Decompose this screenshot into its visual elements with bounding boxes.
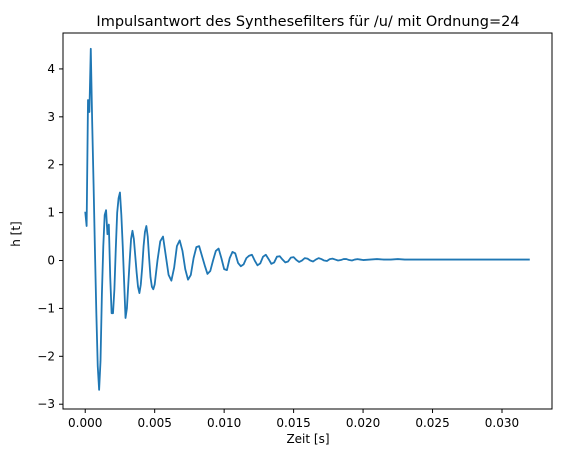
y-tick-label: 0 [47, 254, 55, 268]
chart-title: Impulsantwort des Synthesefilters für /u… [96, 14, 519, 30]
x-tick-label: 0.025 [415, 416, 449, 430]
x-tick-label: 0.030 [485, 416, 519, 430]
y-axis-label: h [t] [9, 221, 23, 247]
x-axis-label: Zeit [s] [286, 432, 329, 446]
y-tick-label: 2 [47, 158, 55, 172]
y-tick-label: 4 [47, 62, 55, 76]
y-tick-label: −2 [37, 349, 55, 363]
x-axis-ticks: 0.000 0.005 0.010 0.015 0.020 0.025 0.030 [68, 409, 519, 430]
x-tick-label: 0.020 [346, 416, 380, 430]
x-tick-label: 0.010 [207, 416, 241, 430]
x-tick-label: 0.005 [138, 416, 172, 430]
series-line-0 [84, 47, 530, 391]
y-tick-label: 3 [47, 110, 55, 124]
x-tick-label: 0.000 [68, 416, 102, 430]
plot-area [84, 47, 530, 391]
y-axis-ticks: −3 −2 −1 0 1 2 3 4 [37, 62, 63, 411]
y-tick-label: −1 [37, 301, 55, 315]
x-tick-label: 0.015 [276, 416, 310, 430]
axes-frame [62, 32, 553, 410]
y-tick-label: 1 [47, 206, 55, 220]
y-tick-label: −3 [37, 397, 55, 411]
